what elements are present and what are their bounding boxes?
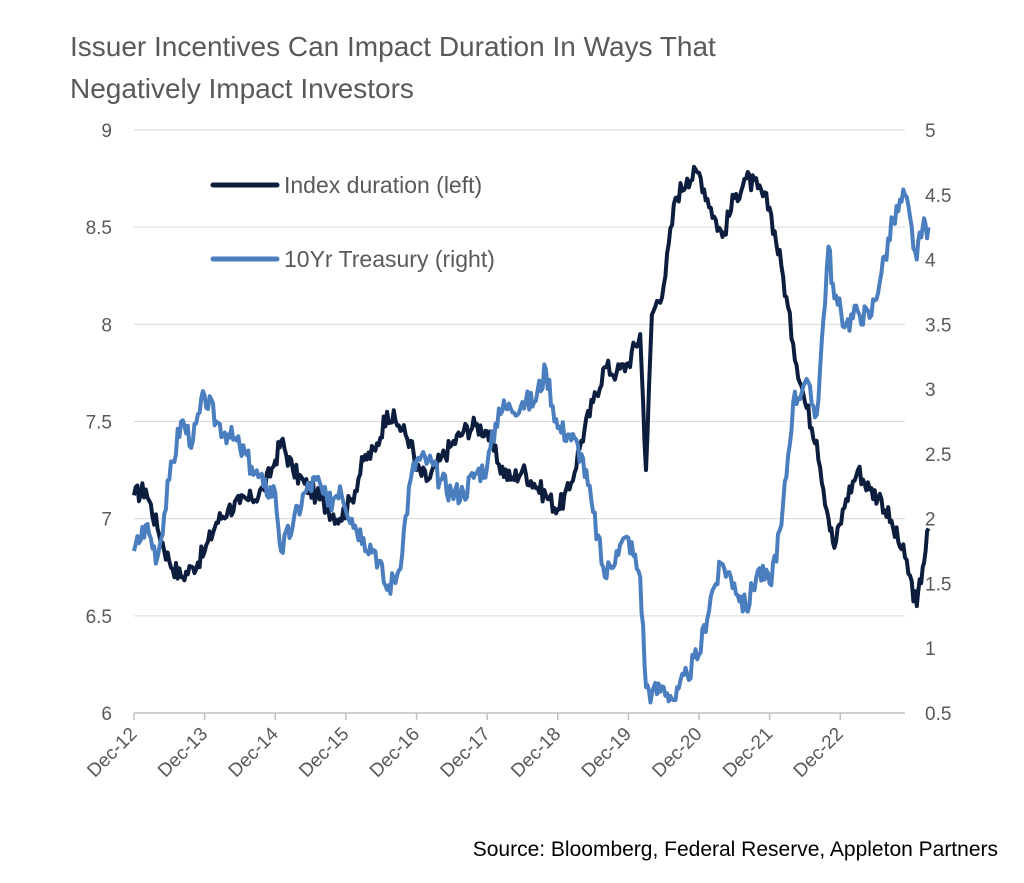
x-tick-label: Dec-17	[437, 724, 495, 782]
legend: Index duration (left) 10Yr Treasury (righ…	[210, 172, 495, 272]
right-tick-label: 5	[925, 121, 936, 142]
left-tick-label: 7	[101, 510, 112, 531]
right-tick-label: 0.5	[925, 704, 951, 725]
source-note: Source: Bloomberg, Federal Reserve, Appl…	[472, 838, 998, 861]
left-tick-label: 8	[101, 315, 112, 336]
x-tick-label: Dec-21	[719, 724, 777, 782]
x-tick-label: Dec-14	[225, 723, 283, 781]
left-tick-label: 9	[101, 121, 112, 142]
right-tick-label: 3	[925, 380, 936, 401]
left-tick-label: 8.5	[86, 218, 112, 239]
x-tick-label: Dec-18	[507, 724, 565, 782]
x-tick-label: Dec-20	[648, 724, 706, 782]
left-tick-label: 7.5	[86, 413, 112, 434]
legend-label: Index duration (left)	[284, 172, 482, 198]
legend-label: 10Yr Treasury (right)	[284, 246, 495, 272]
gridlines	[134, 129, 905, 617]
left-y-axis: 6 6.5 7 7.5 8 8.5 9	[86, 121, 112, 725]
series-lines	[132, 164, 931, 705]
right-tick-label: 4.5	[925, 186, 951, 207]
x-tick-label: Dec-16	[366, 724, 424, 782]
x-tick-label: Dec-22	[790, 724, 848, 782]
treasury-10yr-line	[132, 187, 931, 705]
x-tick-label: Dec-19	[578, 724, 636, 782]
left-tick-label: 6.5	[86, 607, 112, 628]
right-tick-label: 2	[925, 510, 936, 531]
index-duration-line	[132, 164, 931, 609]
x-tick-label: Dec-12	[83, 724, 141, 782]
x-tick-label: Dec-13	[154, 724, 212, 782]
chart-title: Issuer Incentives Can Impact Duration In…	[70, 31, 716, 104]
right-tick-label: 1.5	[925, 574, 951, 595]
right-tick-label: 1	[925, 639, 936, 660]
right-tick-label: 3.5	[925, 315, 951, 336]
x-tick-label: Dec-15	[295, 724, 353, 782]
right-tick-label: 2.5	[925, 445, 951, 466]
right-tick-label: 4	[925, 251, 936, 272]
x-axis: Dec-12 Dec-13 Dec-14 Dec-15 Dec-16 Dec-17 Dec-…	[83, 712, 905, 782]
right-y-axis: 0.5 1 1.5 2 2.5 3 3.5 4 4.5 5	[925, 121, 951, 725]
left-tick-label: 6	[101, 704, 112, 725]
